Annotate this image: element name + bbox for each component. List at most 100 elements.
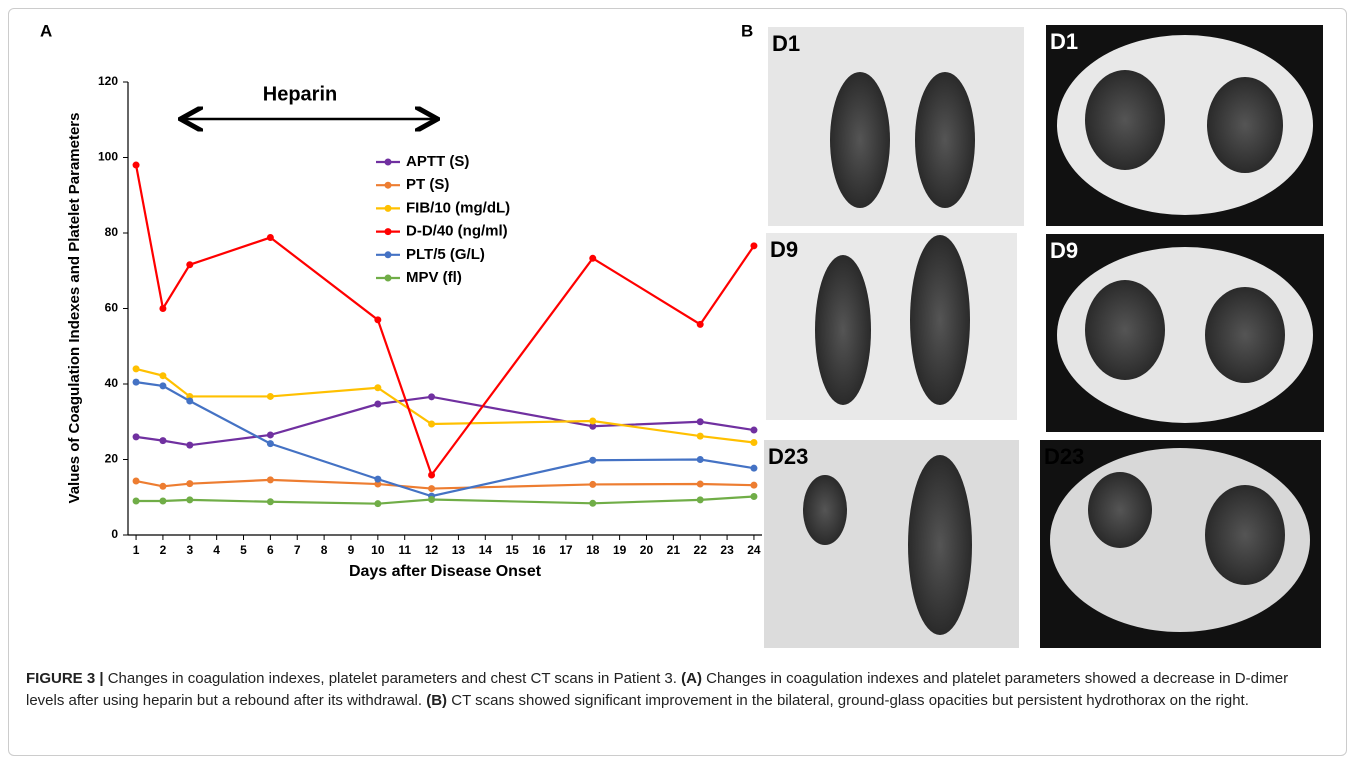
data-point [428, 485, 435, 492]
data-point [159, 483, 166, 490]
x-tick-label: 17 [559, 543, 573, 557]
data-point [589, 500, 596, 507]
data-point [159, 382, 166, 389]
x-tick-label: 2 [160, 543, 167, 557]
x-tick-label: 5 [240, 543, 247, 557]
data-point [133, 365, 140, 372]
data-point [589, 255, 596, 262]
data-point [186, 261, 193, 268]
x-tick-label: 15 [505, 543, 519, 557]
data-point [374, 401, 381, 408]
y-tick-label: 40 [105, 376, 119, 390]
legend-label: PLT/5 (G/L) [406, 246, 485, 263]
caption-lead: FIGURE 3 | [26, 670, 104, 687]
x-tick-label: 10 [371, 543, 385, 557]
annotation: Heparin [263, 83, 337, 105]
data-point [186, 397, 193, 404]
data-point [159, 305, 166, 312]
x-tick-label: 22 [694, 543, 708, 557]
data-point [267, 431, 274, 438]
y-axis-label: Values of Coagulation Indexes and Platel… [66, 113, 83, 504]
x-tick-label: 3 [186, 543, 193, 557]
y-tick-label: 120 [98, 74, 118, 88]
data-point [374, 476, 381, 483]
data-point [267, 234, 274, 241]
x-tick-label: 9 [348, 543, 355, 557]
x-tick-label: 20 [640, 543, 654, 557]
data-point [267, 393, 274, 400]
data-point [750, 493, 757, 500]
legend-marker [385, 159, 392, 166]
x-axis-label: Days after Disease Onset [349, 563, 542, 580]
data-point [750, 427, 757, 434]
data-point [750, 439, 757, 446]
data-point [589, 417, 596, 424]
data-point [133, 162, 140, 169]
caption: FIGURE 3 | Changes in coagulation indexe… [26, 668, 1326, 712]
x-tick-label: 14 [479, 543, 493, 557]
data-point [750, 465, 757, 472]
ct-label: D1 [772, 31, 800, 56]
data-point [267, 498, 274, 505]
panel-label: A [40, 21, 52, 40]
y-tick-label: 60 [105, 301, 119, 315]
data-point [186, 496, 193, 503]
data-point [428, 496, 435, 503]
ct-image [766, 233, 1017, 420]
x-tick-label: 18 [586, 543, 600, 557]
x-tick-label: 13 [452, 543, 466, 557]
legend-marker [385, 251, 392, 258]
legend-label: APTT (S) [406, 153, 469, 170]
chart: A B Heparin Values of Coagulation Indexe… [0, 0, 1357, 660]
data-point [374, 384, 381, 391]
ct-label: D23 [1044, 444, 1084, 469]
data-point [697, 496, 704, 503]
data-point [267, 440, 274, 447]
x-tick-label: 16 [532, 543, 546, 557]
data-point [374, 500, 381, 507]
data-point [697, 456, 704, 463]
series-line [136, 496, 754, 503]
data-point [133, 478, 140, 485]
figure: A B Heparin Values of Coagulation Indexe… [0, 0, 1357, 764]
x-tick-label: 8 [321, 543, 328, 557]
data-point [159, 498, 166, 505]
y-tick-label: 100 [98, 150, 118, 164]
legend-marker [385, 228, 392, 235]
y-tick-label: 20 [105, 452, 119, 466]
data-point [697, 418, 704, 425]
legend-marker [385, 182, 392, 189]
x-tick-label: 1 [133, 543, 140, 557]
legend-label: MPV (fl) [406, 269, 462, 286]
y-tick-label: 0 [111, 527, 118, 541]
x-tick-label: 4 [213, 543, 220, 557]
panel-label: B [741, 21, 753, 40]
ct-label: D1 [1050, 29, 1078, 54]
x-tick-label: 6 [267, 543, 274, 557]
caption-text: Changes in coagulation indexes, platelet… [104, 670, 682, 687]
data-point [374, 316, 381, 323]
data-point [159, 372, 166, 379]
x-tick-label: 7 [294, 543, 301, 557]
data-point [750, 242, 757, 249]
ct-images [764, 25, 1324, 648]
data-point [428, 421, 435, 428]
x-tick-label: 23 [720, 543, 734, 557]
x-tick-label: 24 [747, 543, 761, 557]
y-tick-label: 80 [105, 225, 119, 239]
caption-ref: (B) [426, 692, 447, 709]
series-line [136, 480, 754, 489]
data-point [133, 379, 140, 386]
legend-marker [385, 205, 392, 212]
legend-label: FIB/10 (mg/dL) [406, 199, 510, 216]
data-point [159, 437, 166, 444]
ct-label: D9 [770, 237, 798, 262]
data-point [697, 321, 704, 328]
legend-label: PT (S) [406, 176, 449, 193]
data-point [133, 433, 140, 440]
ct-label: D9 [1050, 238, 1078, 263]
x-tick-label: 21 [667, 543, 681, 557]
data-point [267, 476, 274, 483]
data-point [697, 433, 704, 440]
ct-image [764, 440, 1019, 648]
